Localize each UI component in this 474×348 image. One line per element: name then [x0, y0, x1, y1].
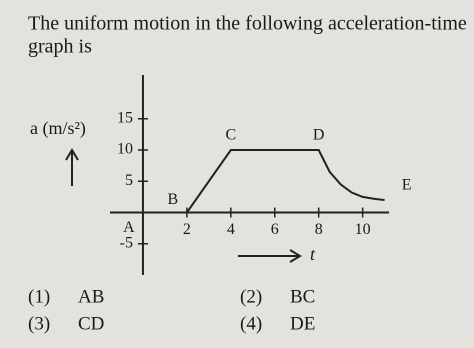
option-number: (2) [240, 286, 262, 307]
x-tick-label: 4 [227, 221, 235, 238]
x-tick-label: 6 [271, 221, 279, 238]
arrow-head [65, 148, 79, 161]
x-tick-label: 2 [183, 221, 191, 238]
option-number: (4) [240, 313, 262, 334]
y-axis-label: a (m/s²) [30, 118, 86, 139]
option-text: BC [290, 286, 315, 307]
point-label: B [168, 191, 179, 208]
y-tick-label: 10 [117, 141, 133, 158]
option-number: (1) [28, 286, 50, 307]
option-text: DE [290, 313, 315, 334]
option-text: CD [78, 313, 104, 334]
x-axis-label: t [310, 244, 316, 264]
option-text: AB [78, 286, 104, 307]
point-label: E [402, 177, 412, 194]
y-tick-label: 5 [125, 172, 133, 189]
x-tick-label: 10 [355, 221, 371, 238]
arrow-head [289, 249, 302, 263]
point-label: C [225, 127, 236, 144]
question-line: The uniform motion in the following acce… [28, 13, 467, 35]
point-label: D [313, 127, 325, 144]
option-number: (3) [28, 313, 50, 334]
point-label: A [123, 219, 135, 236]
question-line: graph is [28, 36, 92, 58]
graph-line [142, 149, 385, 214]
y-tick-label: 15 [117, 109, 133, 126]
x-tick-label: 8 [315, 221, 323, 238]
y-tick-label: -5 [120, 234, 133, 251]
